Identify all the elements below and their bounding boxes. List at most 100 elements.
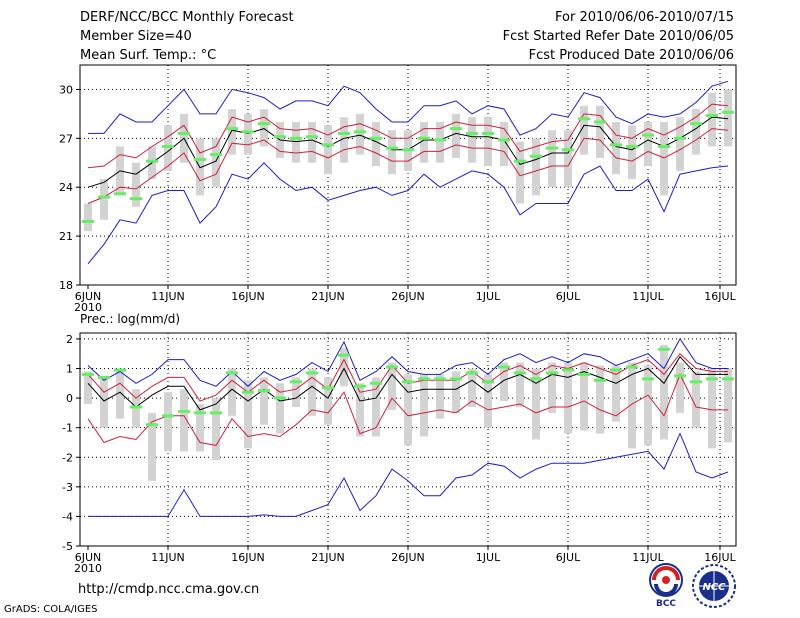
- precipitation-box-38: [692, 371, 700, 428]
- precipitation-ytick-label-6: 1: [66, 363, 73, 376]
- precipitation-box-13: [292, 377, 300, 407]
- temperature-xtick-label-3: 21JUN: [311, 290, 345, 303]
- precipitation-ytick-label-1: -4: [62, 510, 73, 523]
- temperature-xtick-label-8: 16JUL: [704, 290, 736, 303]
- precipitation-box-37: [676, 362, 684, 413]
- precipitation-box-28: [532, 368, 540, 440]
- temperature-lower-line: [87, 128, 729, 204]
- precipitation-box-5: [164, 392, 172, 452]
- precipitation-ytick-label-7: 2: [66, 333, 73, 346]
- temperature-box-26: [500, 122, 508, 167]
- precipitation-box-33: [612, 365, 620, 422]
- precipitation-box-35: [644, 365, 652, 446]
- temperature-box-23: [452, 113, 460, 158]
- precipitation-box-21: [420, 374, 428, 437]
- precipitation-box-34: [628, 362, 636, 449]
- temperature-box-18: [372, 122, 380, 167]
- precipitation-ytick-label-0: -5: [62, 540, 73, 553]
- precipitation-box-19: [388, 362, 396, 410]
- temperature-box-9: [228, 109, 236, 155]
- precipitation-xtick-label-3: 21JUN: [311, 551, 345, 564]
- temperature-box-13: [292, 122, 300, 163]
- ncc-logo-text: NCC: [702, 582, 726, 593]
- temperature-box-40: [724, 89, 732, 147]
- temperature-box-25: [484, 117, 492, 167]
- temperature-max-line: [88, 80, 729, 136]
- precipitation-xtick-label-2: 16JUN: [231, 551, 265, 564]
- precipitation-box-18: [372, 377, 380, 437]
- temperature-box-38: [692, 109, 700, 155]
- temperature-box-34: [628, 125, 636, 180]
- temperature-box-1: [100, 179, 108, 220]
- temperature-xtick-sublabel-0: 2010: [74, 301, 102, 314]
- temperature-box-33: [612, 122, 620, 175]
- temperature-ytick-label-1: 21: [59, 230, 73, 243]
- temperature-box-10: [244, 113, 252, 155]
- precipitation-box-14: [308, 368, 316, 416]
- temperature-box-30: [564, 130, 572, 188]
- precipitation-box-8: [212, 398, 220, 461]
- precipitation-box-22: [436, 374, 444, 419]
- temperature-box-3: [132, 162, 140, 207]
- precipitation-xtick-label-0: 6JUN: [75, 551, 102, 564]
- precipitation-box-17: [356, 383, 364, 437]
- precipitation-xtick-label-6: 6JUL: [556, 551, 581, 564]
- precipitation-xtick-sublabel-0: 2010: [74, 562, 102, 575]
- temperature-upper-line: [87, 103, 729, 169]
- precipitation-box-29: [548, 362, 556, 413]
- temperature-box-39: [708, 92, 716, 147]
- temperature-box-14: [308, 122, 316, 163]
- temperature-box-16: [340, 117, 348, 163]
- source-url[interactable]: http://cmdp.ncc.cma.gov.cn: [78, 582, 260, 597]
- temperature-min-line: [87, 162, 729, 265]
- temperature-box-22: [436, 122, 444, 163]
- forecast-started-label: Fcst Started Refer Date 2010/06/05: [502, 29, 734, 44]
- precipitation-xtick-label-7: 11JUL: [632, 551, 664, 564]
- precipitation-ytick-label-5: 0: [66, 392, 73, 405]
- software-credit: GrADS: COLA/IGES: [4, 604, 98, 615]
- precipitation-box-23: [452, 371, 460, 413]
- precipitation-xtick-label-1: 11JUN: [151, 551, 185, 564]
- forecast-produced-label: Fcst Produced Date 2010/06/06: [528, 48, 734, 63]
- bcc-logo: BCC: [649, 563, 683, 608]
- precipitation-box-40: [724, 368, 732, 443]
- temperature-box-36: [660, 122, 668, 196]
- precipitation-box-26: [500, 362, 508, 402]
- bcc-logo-text: BCC: [656, 599, 676, 608]
- temperature-box-27: [516, 141, 524, 204]
- precipitation-box-24: [468, 368, 476, 407]
- temperature-xtick-label-4: 26JUN: [391, 290, 425, 303]
- precipitation-title: Prec.: log(mm/d): [80, 312, 180, 326]
- temperature-xtick-label-1: 11JUN: [151, 290, 185, 303]
- precipitation-box-16: [340, 347, 348, 387]
- precipitation-box-31: [580, 362, 588, 431]
- temperature-ytick-label-2: 24: [59, 181, 73, 194]
- temperature-ytick-label-3: 27: [59, 132, 73, 145]
- precipitation-box-20: [404, 374, 412, 446]
- forecast-range-label: For 2010/06/06-2010/07/15: [555, 10, 734, 25]
- precipitation-box-36: [660, 344, 668, 440]
- temperature-box-15: [324, 125, 332, 175]
- precipitation-max-line: [87, 337, 728, 387]
- temperature-box-37: [676, 117, 684, 171]
- variable-label: Mean Surf. Temp.: °C: [80, 48, 217, 63]
- temperature-box-24: [468, 117, 476, 163]
- temperature-box-8: [212, 138, 220, 188]
- temperature-xtick-label-0: 6JUN: [75, 290, 102, 303]
- temperature-xtick-label-7: 11JUL: [632, 290, 664, 303]
- temperature-box-35: [644, 122, 652, 167]
- precipitation-box-4: [148, 412, 156, 481]
- precipitation-box-2: [116, 368, 124, 419]
- temperature-xtick-label-2: 16JUN: [231, 290, 265, 303]
- precipitation-box-32: [596, 365, 604, 434]
- precipitation-lower-line: [87, 373, 728, 446]
- precipitation-box-12: [276, 383, 284, 434]
- precipitation-box-0: [84, 371, 92, 404]
- precipitation-box-7: [196, 404, 204, 452]
- temperature-xtick-label-6: 6JUL: [556, 290, 581, 303]
- precipitation-mean-line: [87, 355, 728, 411]
- temperature-box-5: [164, 125, 172, 171]
- temperature-box-28: [532, 138, 540, 196]
- temperature-ytick-label-4: 30: [59, 83, 73, 96]
